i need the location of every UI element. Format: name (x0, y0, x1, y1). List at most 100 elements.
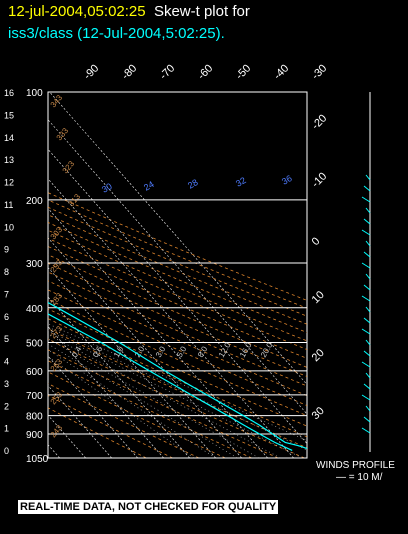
height-tick-label: 11 (4, 200, 13, 210)
height-tick-label: 10 (4, 222, 14, 232)
moisture-curve-label: 5.0 (175, 344, 189, 359)
isotherm (48, 414, 86, 458)
wind-barb (361, 328, 371, 335)
temp-tick-label-right: -20 (310, 112, 330, 132)
sounding-dewpoint-trace (48, 313, 293, 451)
quality-note: REAL-TIME DATA, NOT CHECKED FOR QUALITY (18, 500, 279, 514)
dry-adiabat (48, 199, 307, 309)
wind-barb (365, 240, 371, 247)
isotherm (48, 385, 112, 458)
height-tick-label: 9 (4, 245, 9, 255)
isotherm (48, 326, 164, 458)
dry-adiabat (48, 395, 173, 458)
height-tick-label: 13 (4, 155, 14, 165)
height-tick-label: 8 (4, 267, 9, 277)
dry-adiabat (48, 407, 147, 458)
moist-adiabat (48, 323, 307, 442)
station-title: iss3/class (12-Jul-2004,5:02:25). (8, 25, 225, 42)
wind-barb (361, 427, 371, 434)
plot-title: Skew-t plot for (153, 3, 250, 20)
dry-adiabat (48, 338, 305, 458)
wind-barb (361, 295, 371, 302)
pressure-tick-label: 800 (26, 412, 43, 423)
moisture-curve-label: 0.4 (70, 344, 84, 359)
isotherm (48, 178, 294, 458)
theta-label: 343 (49, 93, 65, 109)
isotherm (48, 296, 190, 458)
dry-adiabat (48, 289, 307, 406)
height-tick-label: 14 (4, 133, 14, 143)
dry-adiabat (48, 254, 307, 368)
wind-barb (363, 317, 371, 324)
theta-label: 293 (49, 258, 65, 274)
pressure-tick-label: 600 (26, 367, 43, 378)
isotherm (48, 119, 307, 415)
temp-tick-label-top: -80 (120, 62, 140, 82)
pressure-tick-label: 700 (26, 391, 43, 402)
wind-barb (365, 372, 371, 379)
mixing-ratio-label: 28 (186, 177, 200, 191)
wind-barb (365, 306, 371, 313)
dry-adiabat (48, 206, 307, 317)
dry-adiabat (48, 360, 252, 458)
dry-adiabat (48, 271, 307, 387)
height-tick-label: 5 (4, 334, 9, 344)
dry-adiabat (48, 328, 307, 449)
dry-adiabat (48, 229, 307, 342)
temp-tick-label-top: -40 (272, 62, 292, 82)
height-tick-label: 16 (4, 88, 14, 98)
mixing-ratio-label: 24 (142, 179, 156, 193)
dry-adiabat (48, 371, 226, 458)
theta-label: 323 (61, 159, 77, 175)
temp-tick-label-top: -70 (158, 62, 178, 82)
moisture-curve-label: 0.6 (91, 344, 105, 359)
wind-barb (363, 416, 371, 423)
wind-barb (361, 394, 371, 401)
mixing-ratio-label: 32 (234, 175, 248, 189)
dry-adiabat (48, 237, 307, 351)
moisture-curve-label: 16.0 (238, 341, 254, 359)
wind-barb (365, 339, 371, 346)
wind-barb (361, 361, 371, 368)
wind-barb (365, 207, 371, 214)
moist-adiabat (48, 326, 307, 451)
wind-barb (361, 196, 371, 203)
timestamp-label: 12-jul-2004,05:02:25 (8, 3, 146, 20)
pressure-tick-label: 400 (26, 304, 43, 315)
pressure-tick-label: 300 (26, 259, 43, 270)
dry-adiabat (48, 214, 307, 325)
moisture-curve-label: 8.0 (196, 344, 210, 359)
temp-tick-label-top: -90 (82, 62, 102, 82)
moisture-curve-label: 12.0 (217, 341, 233, 359)
moist-adiabat (48, 330, 303, 458)
dry-adiabat (48, 192, 307, 301)
height-tick-label: 7 (4, 289, 9, 299)
sounding-temperature-trace (48, 301, 307, 450)
wind-barb (363, 185, 371, 192)
wind-barb (363, 218, 371, 225)
isotherm (48, 266, 216, 458)
height-tick-label: 2 (4, 401, 9, 411)
wind-barb (363, 383, 371, 390)
mixing-ratio-label: 36 (280, 173, 294, 187)
isotherm (49, 92, 307, 386)
dry-adiabat (48, 349, 279, 458)
height-tick-label: 15 (4, 110, 14, 120)
wind-barb (363, 350, 371, 357)
temp-tick-label-top: -30 (310, 62, 330, 82)
dry-adiabat (48, 308, 307, 427)
pressure-tick-label: 200 (26, 196, 43, 207)
temp-tick-label-top: -50 (234, 62, 254, 82)
theta-label: 313 (67, 192, 83, 208)
winds-profile-title: WINDS PROFILE (316, 460, 395, 471)
temp-tick-label-right: 20 (310, 347, 327, 364)
wind-barb (361, 262, 371, 269)
pressure-tick-label: 1050 (26, 454, 49, 465)
dry-adiabat (48, 280, 307, 397)
temp-tick-label-right: 10 (310, 289, 327, 306)
moisture-curve-label: 20.0 (259, 341, 275, 359)
dry-adiabat (48, 262, 307, 377)
dry-adiabat (48, 221, 307, 333)
theta-label: 303 (49, 225, 65, 241)
